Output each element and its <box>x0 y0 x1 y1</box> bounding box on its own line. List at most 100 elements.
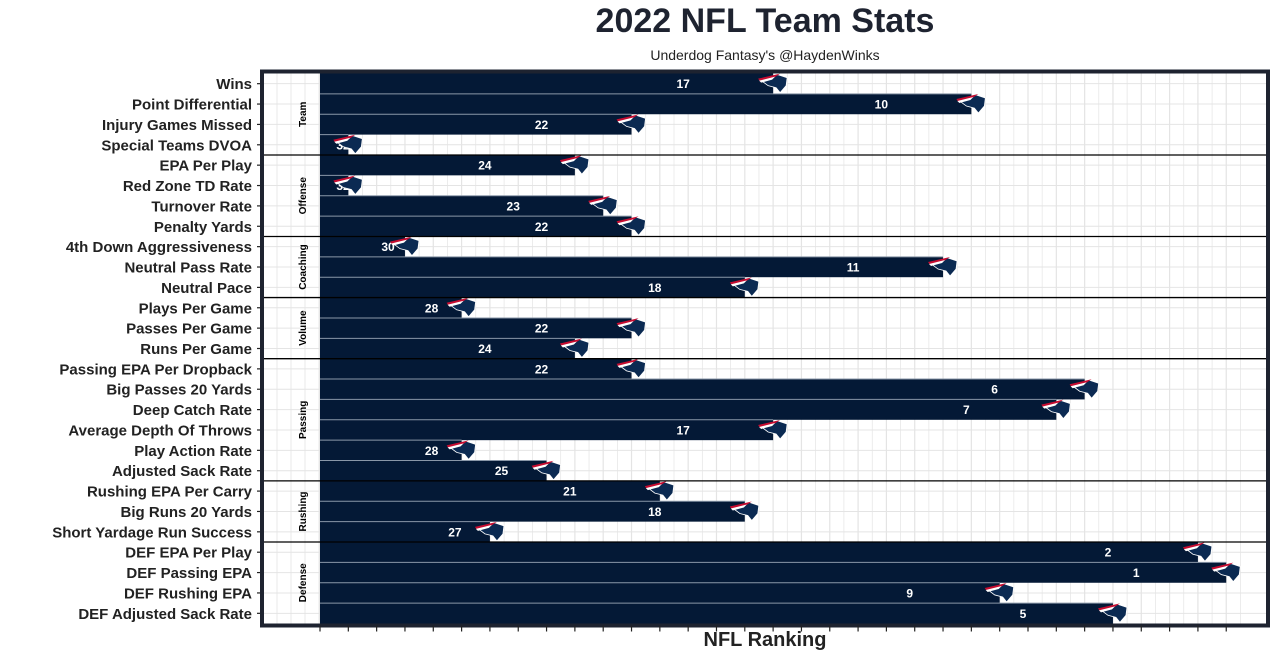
y-tick-label: Turnover Rate <box>151 198 252 215</box>
bar-value-label: 2 <box>1105 546 1112 560</box>
bar-value-label: 28 <box>425 444 439 458</box>
logo-stripe-white <box>1070 382 1087 389</box>
team-logo-icon <box>559 155 590 175</box>
bar <box>320 73 774 94</box>
bar <box>320 317 632 339</box>
team-logo-icon <box>616 114 646 135</box>
team-logo-icon <box>984 582 1015 603</box>
y-tick-label: DEF Rushing EPA <box>124 585 252 602</box>
team-logo-icon <box>1182 542 1213 562</box>
bar <box>320 277 745 298</box>
bar-value-label: 24 <box>478 342 492 356</box>
logo-stripe-white <box>447 443 464 450</box>
bar-value-label: 11 <box>847 261 860 275</box>
bar-value-label: 5 <box>1020 607 1027 621</box>
logo-stripe-white <box>560 158 577 165</box>
facet-label: Offense <box>298 177 309 215</box>
y-tick-label: Plays Per Game <box>139 300 252 317</box>
bar <box>320 460 547 481</box>
y-tick-label: Wins <box>216 76 252 93</box>
logo-stripe-white <box>617 321 634 328</box>
bar-value-label: 22 <box>535 118 549 132</box>
bar-value-label: 22 <box>535 322 549 336</box>
bar-value-label: 9 <box>906 586 913 600</box>
team-logo-icon <box>758 73 788 94</box>
logo-stripe-white <box>334 137 351 144</box>
y-tick-label: 4th Down Aggressiveness <box>66 239 252 256</box>
logo-stripe-white <box>1212 565 1229 572</box>
team-logo-icon <box>729 277 760 298</box>
bar-value-label: 22 <box>535 220 549 234</box>
bar <box>320 582 1000 604</box>
logo-stripe-white <box>617 117 634 124</box>
team-logo-icon <box>956 94 986 114</box>
y-tick-label: Big Runs 20 Yards <box>121 504 252 521</box>
x-axis-label: NFL Ranking <box>703 629 827 651</box>
logo-stripe-white <box>475 524 492 531</box>
facet-label: Defense <box>298 563 309 602</box>
team-logo-icon <box>333 175 363 196</box>
facet-label: Volume <box>298 310 309 346</box>
bar <box>320 256 944 278</box>
logo-stripe-white <box>929 260 946 267</box>
y-tick-label: Neutral Pace <box>161 280 252 297</box>
bar <box>320 501 745 522</box>
bar-value-label: 6 <box>991 383 998 397</box>
y-tick-label: Average Depth Of Throws <box>68 422 252 439</box>
y-tick-label: EPA Per Play <box>159 158 252 175</box>
bar-value-label: 25 <box>495 464 509 478</box>
logo-stripe-white <box>447 300 464 307</box>
y-tick-label: Passes Per Game <box>126 321 252 338</box>
y-tick-label: Red Zone TD Rate <box>123 178 252 195</box>
bar-value-label: 7 <box>963 403 970 417</box>
facet-label: Passing <box>298 401 309 439</box>
logo-stripe-white <box>334 178 351 185</box>
bar-value-label: 22 <box>535 362 549 376</box>
y-tick-label: Runs Per Game <box>140 341 252 358</box>
bar <box>320 358 632 380</box>
logo-stripe-white <box>589 198 606 205</box>
team-logo-icon <box>1097 603 1128 623</box>
bar <box>320 154 575 176</box>
bar-value-label: 18 <box>648 505 662 519</box>
y-tick-label: Rushing EPA Per Carry <box>87 484 253 501</box>
logo-stripe-white <box>560 341 577 348</box>
bar <box>320 440 462 461</box>
team-logo-icon <box>446 440 477 460</box>
bar-value-label: 24 <box>478 159 492 173</box>
bar <box>320 562 1227 583</box>
bar <box>320 338 575 359</box>
team-logo-icon <box>446 297 477 318</box>
y-tick-label: Injury Games Missed <box>102 117 252 134</box>
y-tick-label: Adjusted Sack Rate <box>112 463 252 480</box>
team-logo-icon <box>559 338 590 359</box>
facet-label: Coaching <box>298 244 309 290</box>
bar <box>320 603 1113 624</box>
logo-stripe-white <box>1042 402 1059 409</box>
bar <box>320 419 774 441</box>
facet-label: Rushing <box>298 491 309 531</box>
team-logo-icon <box>1069 379 1100 399</box>
y-tick-label: DEF Adjusted Sack Rate <box>78 606 252 623</box>
logo-stripe-white <box>617 219 634 226</box>
team-logo-icon <box>588 195 618 216</box>
facet-label: Team <box>298 101 309 126</box>
team-logo-icon <box>474 521 505 542</box>
team-logo-icon <box>616 318 646 338</box>
bar <box>320 521 490 543</box>
team-logo-icon <box>1041 399 1071 420</box>
y-tick-label: Short Yardage Run Success <box>52 524 252 541</box>
panel-border <box>260 69 1270 628</box>
team-logo-icon <box>616 358 646 379</box>
bar-value-label: 17 <box>676 77 690 91</box>
logo-stripe-white <box>532 463 549 470</box>
bar <box>320 297 462 318</box>
bar <box>320 542 1198 563</box>
logo-stripe-white <box>645 484 662 491</box>
logo-stripe-white <box>1098 606 1115 613</box>
bar <box>320 93 972 115</box>
y-tick-label: Penalty Yards <box>154 219 252 236</box>
bar-value-label: 28 <box>425 301 439 315</box>
team-logo-icon <box>729 501 760 522</box>
